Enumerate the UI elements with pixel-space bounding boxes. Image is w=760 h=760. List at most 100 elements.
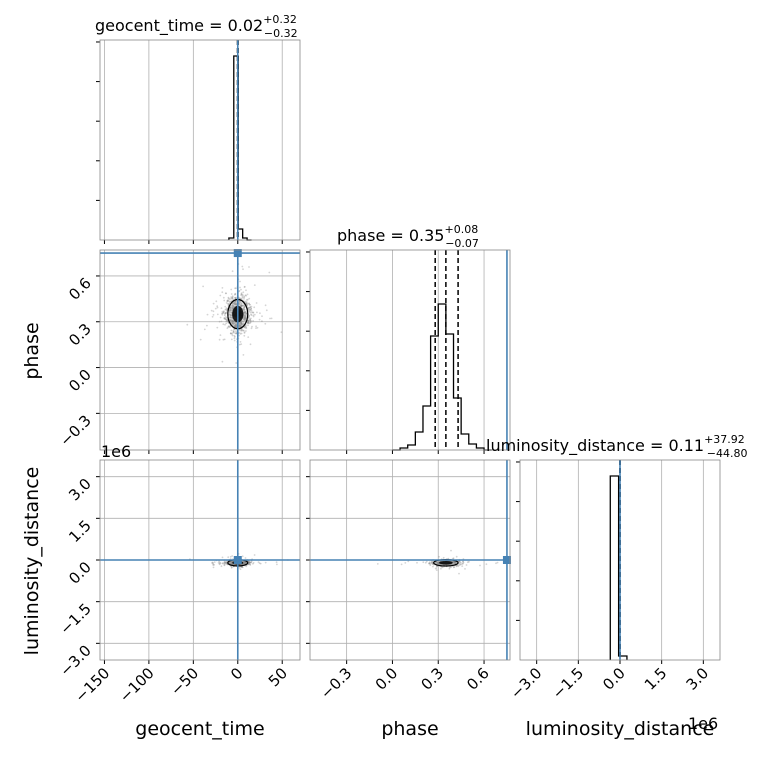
sample-point xyxy=(221,360,224,363)
sample-point xyxy=(240,293,243,296)
sample-point xyxy=(249,303,251,306)
tick-label-x-phase-0: −0.3 xyxy=(317,664,355,702)
frame-diag-phase xyxy=(309,249,511,451)
tick-label-x-luminosity_distance-1: −1.5 xyxy=(549,664,587,702)
sample-point xyxy=(226,327,229,330)
sample-point xyxy=(203,328,206,331)
sample-point xyxy=(242,562,245,565)
sample-point xyxy=(453,566,456,568)
sample-point xyxy=(229,308,232,311)
sample-point xyxy=(229,308,232,311)
sample-point xyxy=(244,326,247,329)
sample-point xyxy=(228,302,231,305)
sample-point xyxy=(231,303,234,306)
sample-point xyxy=(247,319,249,322)
sample-point xyxy=(241,265,244,268)
sample-point xyxy=(243,318,245,321)
sample-point xyxy=(229,319,232,321)
sample-point xyxy=(244,313,247,316)
sample-point xyxy=(248,310,251,313)
sample-point xyxy=(252,315,255,318)
sample-point xyxy=(233,322,235,324)
sample-point xyxy=(221,312,224,315)
frame-phase-vs-geocent-time xyxy=(99,249,301,451)
sample-point xyxy=(436,560,439,563)
sample-point xyxy=(234,303,237,306)
sample-point xyxy=(212,302,215,305)
sample-point xyxy=(247,324,249,327)
sample-point xyxy=(235,332,238,334)
sample-point xyxy=(240,304,243,306)
sample-point xyxy=(436,562,439,565)
sample-point xyxy=(250,560,253,563)
yticks-phase-c0: −0.3 0.0 0.3 0.6 xyxy=(56,274,300,450)
sample-point xyxy=(232,330,235,333)
sample-point xyxy=(225,561,228,564)
sample-point xyxy=(496,561,499,564)
sample-point xyxy=(247,319,250,322)
sample-point xyxy=(240,321,243,323)
sample-point xyxy=(231,560,234,563)
sample-point xyxy=(220,565,223,568)
sample-point xyxy=(435,562,438,564)
sample-point xyxy=(222,296,225,299)
sample-point xyxy=(435,562,438,565)
sample-point xyxy=(437,562,440,564)
sample-point xyxy=(247,307,250,309)
sample-point xyxy=(436,562,439,564)
sample-point xyxy=(233,323,236,326)
sample-point xyxy=(247,321,250,324)
sample-point xyxy=(232,321,235,323)
sample-point xyxy=(247,322,249,325)
sample-point xyxy=(231,320,233,322)
sample-point xyxy=(219,316,222,319)
sample-point xyxy=(247,321,250,324)
sample-point xyxy=(218,560,221,563)
sample-point xyxy=(248,315,251,317)
sample-point xyxy=(210,309,213,312)
sample-point xyxy=(234,332,236,334)
sample-point xyxy=(231,306,234,309)
sample-point xyxy=(226,299,229,302)
sample-point xyxy=(231,563,234,566)
sample-point xyxy=(225,302,228,304)
sample-point xyxy=(230,562,232,565)
sample-point xyxy=(230,319,233,322)
sample-point xyxy=(220,307,223,310)
sample-point xyxy=(243,562,246,565)
sample-point xyxy=(233,325,236,327)
sample-point xyxy=(230,561,233,563)
sample-point xyxy=(234,300,237,303)
tick-label-x-luminosity_distance-0: −3.0 xyxy=(507,664,545,702)
sample-point xyxy=(244,315,247,318)
sample-point xyxy=(253,554,256,556)
sample-point xyxy=(234,325,237,328)
sample-point xyxy=(212,314,215,316)
sample-point xyxy=(239,333,242,335)
sample-point xyxy=(240,322,243,325)
sample-point xyxy=(461,565,464,567)
sample-point xyxy=(247,322,250,325)
sample-point xyxy=(240,324,242,326)
sample-point xyxy=(229,314,232,316)
sample-point xyxy=(431,561,434,563)
sample-point xyxy=(437,562,440,564)
sample-point xyxy=(227,321,230,324)
sample-point xyxy=(231,320,234,322)
sample-point xyxy=(242,307,245,310)
sample-point xyxy=(239,322,242,324)
sample-point xyxy=(239,280,241,283)
sample-point xyxy=(245,317,248,320)
sample-point xyxy=(249,564,252,566)
tick-label-y-phase-1: 0.0 xyxy=(65,366,95,396)
sample-point xyxy=(229,562,232,565)
sample-point xyxy=(245,565,248,568)
sample-point xyxy=(248,317,250,320)
sample-point xyxy=(256,311,258,314)
sample-point xyxy=(234,296,236,299)
scatter-ld_vs_geocent_time xyxy=(100,460,300,660)
sample-point xyxy=(231,322,234,325)
sample-point xyxy=(243,296,246,299)
sample-point xyxy=(229,332,232,335)
sample-point xyxy=(453,561,455,564)
